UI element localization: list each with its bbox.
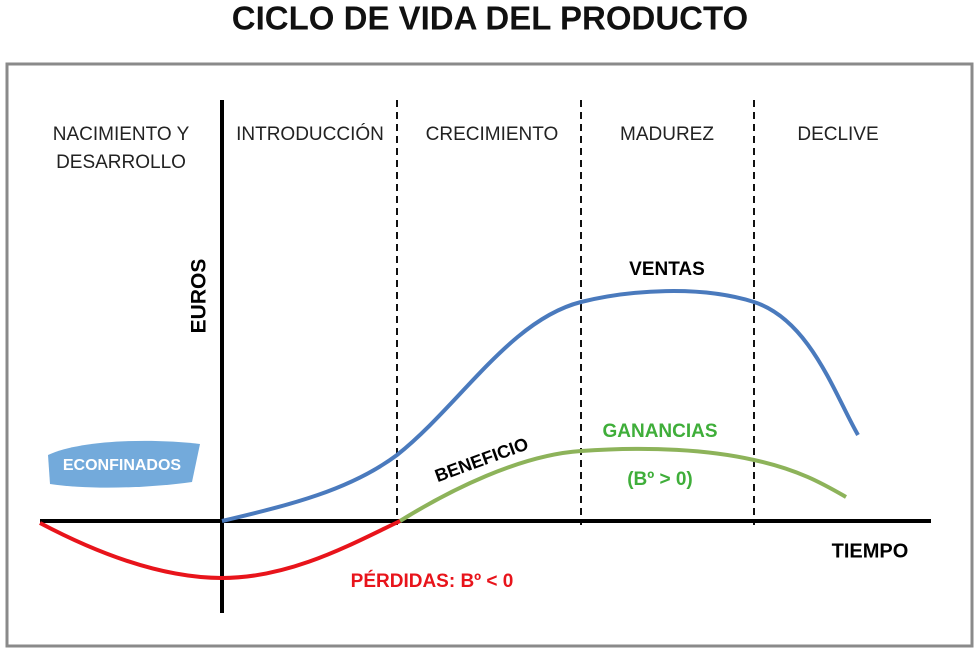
watermark: ECONFINADOS [63, 457, 182, 474]
x-axis-label: TIEMPO [832, 540, 909, 562]
stage-label: INTRODUCCIÓN [236, 123, 384, 145]
profit-curve [398, 446, 847, 523]
stage-label: DESARROLLO [56, 152, 186, 173]
stage-label: MADUREZ [620, 124, 714, 145]
gains-note: (Bº > 0) [627, 469, 693, 490]
sales-curve [221, 289, 860, 523]
losses-label: PÉRDIDAS: Bº < 0 [351, 570, 514, 592]
y-axis-label: EUROS [188, 259, 211, 334]
sales-label: VENTAS [629, 259, 705, 280]
title: CICLO DE VIDA DEL PRODUCTO [232, 0, 748, 37]
watermark-brush [48, 440, 200, 488]
stage-label: DECLIVE [797, 124, 878, 145]
loss-curve [39, 519, 401, 581]
gains-label: GANANCIAS [602, 421, 717, 442]
stage-label: NACIMIENTO Y [53, 124, 190, 145]
frame [5, 62, 974, 648]
stage-label: CRECIMIENTO [426, 124, 559, 145]
